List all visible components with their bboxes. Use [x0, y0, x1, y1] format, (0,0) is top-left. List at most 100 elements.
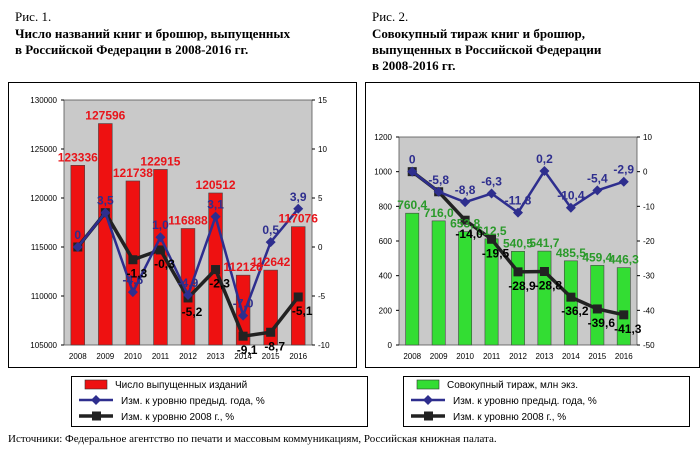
chart-2-right-tick-label: 10	[643, 133, 652, 142]
chart-1-bar-value-label: 116888	[168, 213, 208, 227]
chart-2-series-to-2008-label: -39,6	[588, 316, 616, 330]
chart-2-series-prev-year-point	[513, 207, 523, 218]
chart-2-series-prev-year-label: -5,4	[587, 171, 608, 185]
chart-2-series-to-2008-point	[592, 304, 602, 314]
chart-2-series-to-2008-label: -19,5	[482, 246, 510, 260]
chart-2-bar-value-label: 612,5	[477, 224, 507, 238]
chart-1-series-to-2008-label: -1,3	[127, 267, 148, 281]
chart-1-right-tick-label: -10	[318, 341, 330, 350]
chart-2-bar	[537, 250, 552, 346]
chart-2-series-to-2008-label: -36,2	[561, 304, 589, 318]
chart-2-right-tick-label: -50	[643, 341, 655, 350]
chart-2-bar	[458, 231, 473, 346]
chart-1-bar-value-label: 121738	[113, 166, 153, 180]
chart-1-series-prev-year-point	[72, 242, 83, 252]
chart-1-bar	[70, 165, 85, 346]
chart-2-bar-value-label: 540,5	[503, 236, 533, 250]
chart-2-series-to-2008-point	[539, 267, 549, 277]
chart-2-series-to-2008-point	[513, 267, 523, 277]
chart-1-series-to-2008-label: -8,7	[264, 339, 285, 353]
chart-2-bar-value-label: 446,3	[609, 253, 639, 267]
chart-1-legend-bar-label: Число выпущенных изданий	[115, 380, 247, 391]
chart-2-left-tick-label: 0	[388, 341, 393, 350]
source-note: Источники: Федеральное агентство по печа…	[8, 433, 497, 445]
chart-1-bar-value-label: 120512	[196, 178, 236, 192]
chart-1-series-prev-year-label: 0	[74, 228, 81, 242]
chart-1-series-prev-year-point	[293, 203, 304, 214]
chart-2-bar	[405, 212, 420, 346]
chart-2-right-tick-label: -20	[643, 237, 655, 246]
chart-2-legend-prev-year-marker	[423, 395, 433, 405]
chart-2-x-tick-label: 2008	[403, 352, 421, 361]
chart-2-bar-value-label: 541,7	[529, 236, 559, 250]
chart-1-bar-value-label: 123336	[58, 150, 98, 164]
chart-1-series-to-2008-label: -0,3	[154, 257, 175, 271]
chart-1-x-tick-label: 2008	[69, 352, 87, 361]
chart-1-x-tick-label: 2012	[179, 352, 197, 361]
chart-2-x-tick-label: 2014	[562, 352, 580, 361]
chart-1-left-tick-label: 130000	[30, 96, 57, 105]
chart-2-series-prev-year-point	[565, 202, 576, 213]
chart-1-x-tick-label: 2010	[124, 352, 142, 361]
chart-2-x-tick-label: 2015	[588, 352, 606, 361]
chart-1-x-tick-label: 2016	[289, 352, 307, 361]
chart-2-legend-bar-swatch	[416, 379, 440, 390]
chart-1-series-to-2008-label: -5,1	[292, 304, 313, 318]
chart-2-series-prev-year-point	[539, 165, 550, 176]
chart-1-series-prev-year-label: 0,5	[262, 223, 279, 237]
chart-1-left-tick-label: 125000	[30, 145, 57, 154]
chart-1-series-prev-year-label: -4,6	[123, 273, 144, 287]
chart-1-series-to-2008-point	[211, 265, 221, 275]
chart-1-series-to-2008-label: -2,3	[209, 277, 230, 291]
chart-2-series-prev-year-point	[460, 197, 471, 208]
chart-1-x-tick-label: 2013	[207, 352, 225, 361]
chart-1-left-tick-label: 120000	[30, 194, 57, 203]
chart-2-series-prev-year-label: -10,4	[557, 189, 585, 203]
chart-1-series-to-2008-label: -9,1	[237, 343, 258, 357]
chart-2-bar-value-label: 716,0	[424, 206, 454, 220]
chart-1-left-tick-label: 110000	[31, 292, 58, 301]
chart-2-legend	[403, 376, 690, 427]
chart-1-series-prev-year-label: 3,5	[97, 194, 114, 208]
chart-2-bar	[563, 260, 578, 346]
chart-2-legend-to-2008-label: Изм. к уровню 2008 г., %	[453, 412, 566, 423]
chart-1-legend-to-2008-marker	[92, 411, 101, 421]
figure-2-title-line-1: Совокупный тираж книг и брошюр,	[372, 26, 585, 41]
chart-2-bar-value-label: 653,8	[450, 217, 480, 231]
figure-1-title: Число названий книг и брошюр, выпущенных…	[15, 26, 290, 58]
chart-1-series-prev-year-label: 3,1	[207, 198, 224, 212]
chart-1-series-to-2008-label: -5,2	[182, 305, 203, 319]
chart-1-series-prev-year-label: -7,0	[233, 297, 254, 311]
chart-2-bar-value-label: 760,4	[397, 198, 427, 212]
chart-2-series-prev-year-point	[433, 186, 444, 197]
chart-2-series-prev-year-point	[618, 176, 629, 187]
chart-1-series-prev-year-point	[155, 232, 166, 243]
chart-2-series-prev-year-label: -11,8	[505, 194, 532, 208]
chart-1-series-to-2008-point	[128, 255, 138, 265]
chart-1-x-tick-label: 2014	[234, 352, 252, 361]
chart-2-right-tick-label: -10	[643, 202, 655, 211]
chart-2-left-tick-label: 1000	[374, 168, 392, 177]
chart-1-series-prev-year-point	[265, 237, 276, 248]
chart-1-right-tick-label: 10	[318, 145, 327, 154]
chart-2-series-to-2008-label: -14,0	[455, 227, 483, 241]
chart-1-series-prev-year-point	[210, 211, 221, 222]
chart-2-left-tick-label: 400	[379, 272, 393, 281]
figure-2-title-line-2: выпущенных в Российской Федерации	[372, 42, 602, 57]
chart-2-series-to-2008-point	[487, 234, 497, 244]
chart-2-series-to-2008-label: -41,3	[614, 322, 642, 336]
chart-1-series-prev-year-point	[183, 290, 193, 301]
chart-1-legend-bar-swatch	[84, 379, 108, 390]
chart-2-series-to-2008-point	[619, 310, 629, 320]
chart-2-legend-prev-year-label: Изм. к уровню предыд. года, %	[453, 396, 597, 407]
chart-2-right-tick-label: -40	[643, 306, 655, 315]
chart-2-left-tick-label: 1200	[374, 133, 392, 142]
figure-2-title-line-3: в 2008-2016 гг.	[372, 58, 456, 73]
chart-1-x-tick-label: 2015	[262, 352, 280, 361]
chart-1-series-to-2008-point	[155, 245, 165, 255]
chart-1-series-prev-year-label: 3,9	[290, 190, 307, 204]
figure-2-title: Совокупный тираж книг и брошюр, выпущенн…	[372, 26, 601, 74]
chart-1-bar	[153, 169, 168, 346]
chart-1-legend	[71, 376, 368, 427]
